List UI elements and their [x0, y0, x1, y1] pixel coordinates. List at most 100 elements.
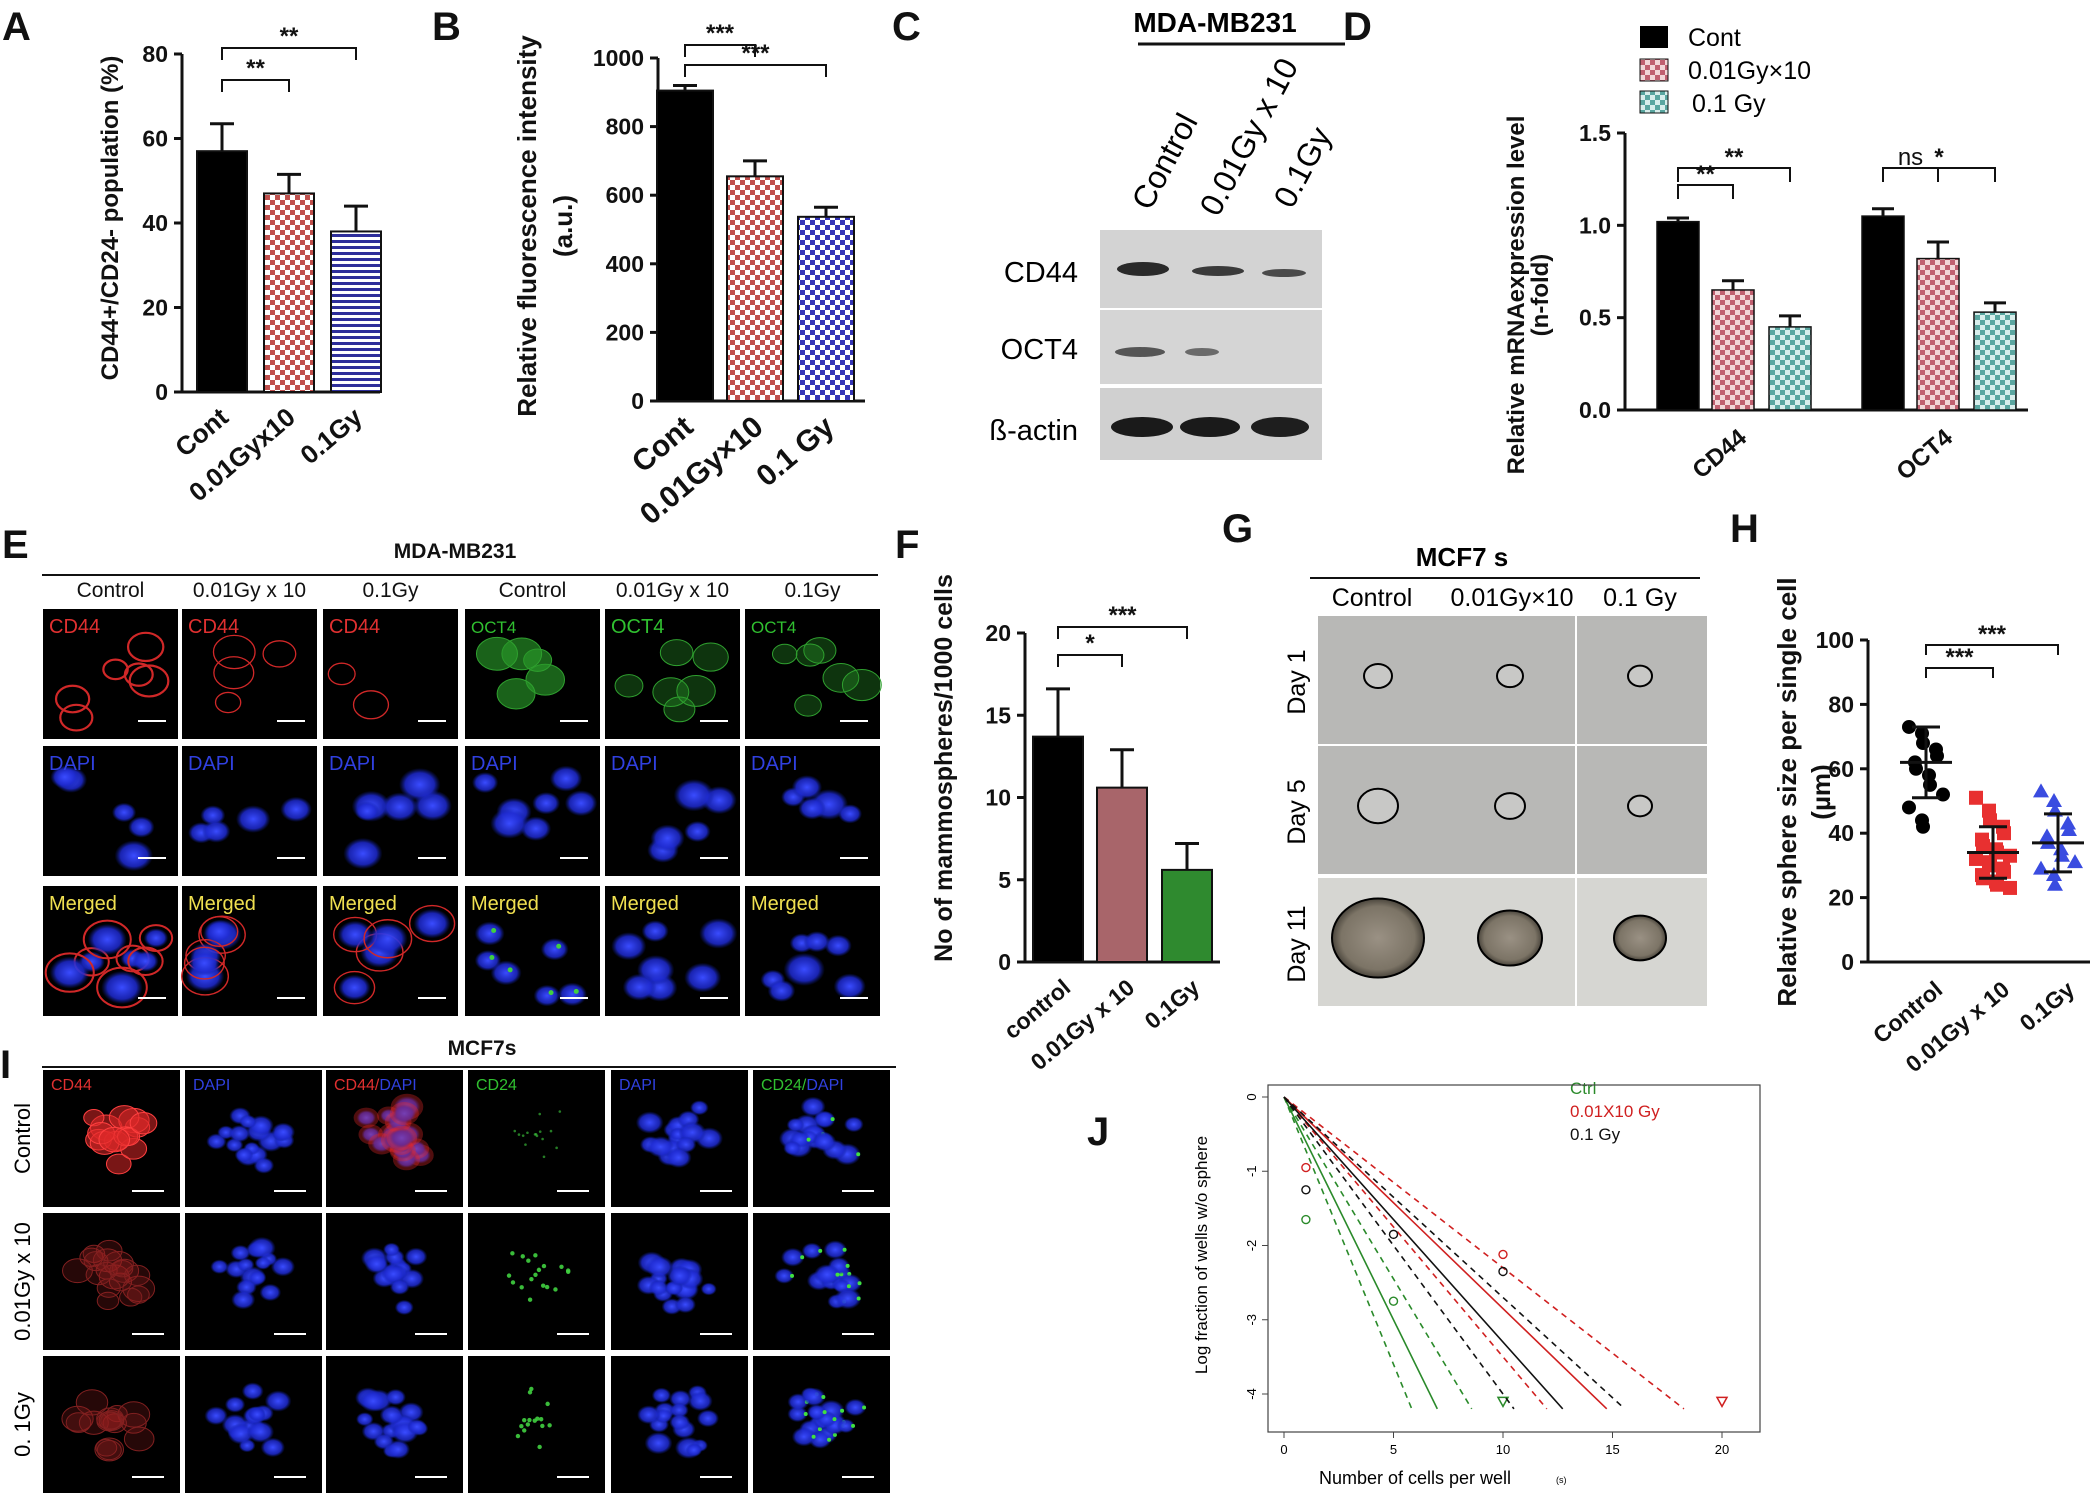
dapi-nucleus — [379, 1405, 404, 1425]
category-label: CD44 — [1687, 423, 1752, 484]
if-e-image-tile — [323, 609, 458, 739]
if-e-channel-label: DAPI — [188, 753, 235, 775]
if-e-column-header: 0.1Gy — [784, 579, 841, 602]
fit-line — [1283, 1096, 1515, 1410]
dapi-nucleus — [385, 1388, 406, 1406]
y-tick-label: 200 — [606, 319, 644, 345]
dapi-nucleus — [814, 1264, 841, 1286]
cd24-dot — [533, 1253, 538, 1258]
cd24-dot — [835, 1272, 840, 1277]
data-point — [2060, 815, 2076, 830]
y-tick-label: 100 — [1816, 627, 1854, 653]
dapi-nucleus — [844, 1398, 867, 1417]
cd44-cell — [96, 1439, 122, 1461]
oct4-cell — [496, 678, 536, 710]
cd44-cell — [98, 1126, 131, 1153]
blot-lane-control: Control — [1124, 107, 1204, 215]
panel-letter-a: A — [2, 5, 31, 49]
dapi-nucleus — [128, 816, 155, 838]
category-label: 0.1Gy — [294, 401, 368, 470]
oct4-dot — [489, 955, 495, 961]
oct4-cell — [475, 636, 519, 671]
cd24-dot — [803, 1411, 808, 1416]
dapi-nucleus — [49, 956, 90, 989]
plates-row-label: Day 11 — [1283, 905, 1311, 982]
if-e-channel-label: OCT4 — [471, 618, 516, 637]
cd24-dot — [842, 1247, 847, 1252]
sphere-outline — [1627, 664, 1653, 688]
if-e-channel-label: Merged — [751, 893, 819, 915]
fit-line — [1283, 1096, 1439, 1410]
y-tick-label: 60 — [142, 126, 168, 152]
cd24-dot — [832, 1417, 837, 1422]
data-point — [1496, 1396, 1510, 1408]
fit-line — [1283, 1096, 1473, 1410]
category-label: 0.1Gy — [1140, 974, 1205, 1034]
dapi-nucleus — [549, 765, 583, 792]
dapi-nucleus — [248, 1407, 267, 1422]
if-e-column-header: 0.01Gy x 10 — [616, 579, 729, 602]
significance-bracket — [684, 64, 827, 77]
dapi-nucleus — [557, 982, 587, 1007]
dapi-nucleus — [111, 802, 137, 823]
if-e-channel-label: Merged — [188, 893, 256, 915]
dapi-nucleus — [690, 1100, 709, 1116]
cd24-dot — [541, 1263, 547, 1269]
dapi-nucleus — [241, 1382, 264, 1400]
cd44-cell — [103, 1251, 134, 1276]
dapi-nucleus — [394, 1299, 414, 1316]
dapi-nucleus — [699, 918, 738, 949]
cd24-dot — [540, 1283, 546, 1288]
if-e-channel-label: DAPI — [751, 753, 798, 775]
panel-letter-d: D — [1343, 5, 1372, 49]
cd44-cell — [96, 1278, 121, 1298]
data-point — [2046, 793, 2062, 807]
cd24-dot — [522, 1417, 527, 1423]
if-i-channel-label: CD44 — [51, 1077, 92, 1094]
dapi-nucleus — [474, 921, 505, 946]
cd44-cell — [129, 1111, 158, 1135]
cd24-dot — [851, 1423, 856, 1428]
if-e-channel-label: DAPI — [611, 753, 658, 775]
dapi-nucleus — [812, 1132, 837, 1152]
significance-bracket — [1925, 644, 2059, 655]
if-i-title: MCF7s — [448, 1037, 517, 1060]
if-grid-i: MCF7s Control CD44 DAPI CD44/DAPI CD24 DAPI CD… — [10, 1037, 896, 1493]
legend-d-swatch-high — [1639, 90, 1669, 114]
data-point — [1930, 748, 1944, 763]
dapi-nucleus — [783, 952, 825, 986]
dapi-nucleus — [248, 1270, 267, 1285]
dapi-nucleus — [644, 1431, 673, 1455]
cd24-dot — [538, 1417, 544, 1422]
y-tick-label: -4 — [1244, 1388, 1259, 1400]
dapi-nucleus — [368, 922, 408, 955]
significance-mark: * — [1085, 630, 1095, 657]
dapi-nucleus — [231, 1290, 256, 1310]
dapi-nucleus — [641, 920, 669, 942]
dapi-nucleus — [806, 1404, 827, 1421]
cd24-dot — [840, 1408, 845, 1413]
blot-band-cd44-control — [1117, 262, 1169, 276]
cd24-dot — [553, 1287, 558, 1292]
dapi-nucleus — [264, 1390, 292, 1412]
cd24-dot — [535, 1416, 540, 1421]
oct4-cell — [614, 674, 644, 698]
dapi-nucleus — [234, 1147, 254, 1163]
significance-bracket — [1057, 626, 1188, 639]
if-e-channel-label: DAPI — [471, 753, 518, 775]
cd24-dot — [527, 1297, 533, 1302]
oct4-cell — [676, 675, 716, 707]
bar — [797, 215, 855, 402]
blot-band-actin-control — [1111, 417, 1173, 437]
if-i-image-tile — [43, 1356, 180, 1493]
cd24-dot — [822, 1410, 827, 1415]
cd24-dot — [542, 1155, 546, 1159]
significance-mark: ** — [280, 23, 299, 50]
dapi-nucleus — [188, 950, 221, 976]
dapi-nucleus — [280, 796, 312, 822]
bar — [1916, 257, 1960, 411]
dapi-nucleus — [389, 1128, 415, 1148]
significance-bracket — [1677, 184, 1734, 199]
dapi-nucleus — [650, 824, 685, 852]
